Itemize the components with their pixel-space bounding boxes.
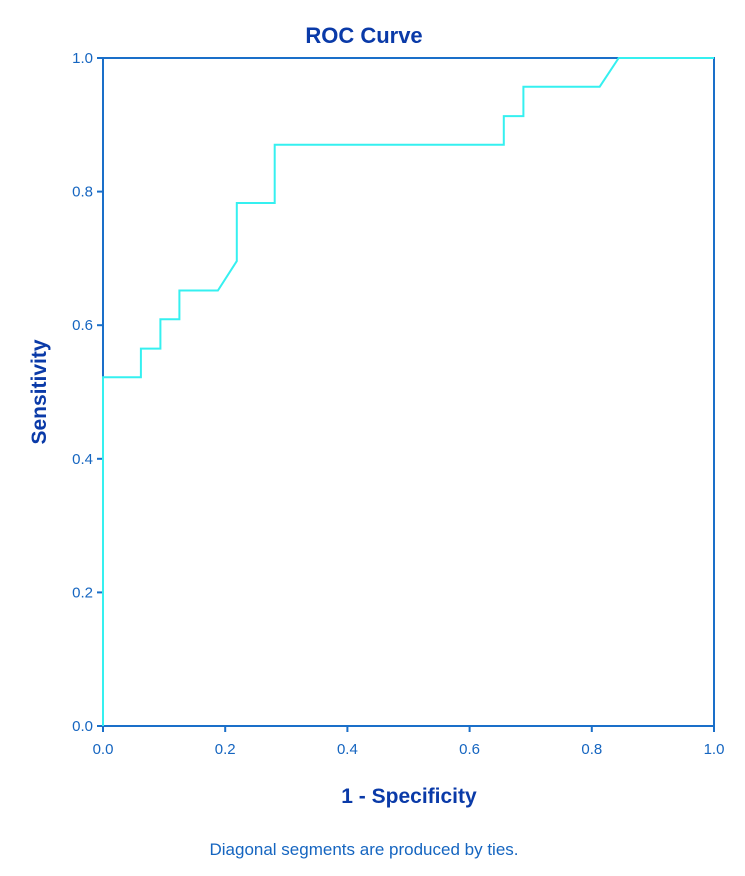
x-tick-label: 0.2 bbox=[215, 741, 236, 758]
x-tick-label: 0.6 bbox=[459, 741, 480, 758]
y-tick-label: 0.0 bbox=[72, 718, 93, 735]
y-axis-ticks: 0.0 0.2 0.4 0.6 0.8 1.0 bbox=[72, 50, 103, 735]
y-axis-label: Sensitivity bbox=[28, 339, 51, 444]
y-tick-label: 0.4 bbox=[72, 451, 93, 468]
x-tick-label: 1.0 bbox=[704, 741, 725, 758]
x-axis-ticks: 0.0 0.2 0.4 0.6 0.8 1.0 bbox=[93, 726, 725, 758]
chart-title: ROC Curve bbox=[305, 23, 422, 48]
x-tick-label: 0.4 bbox=[337, 741, 358, 758]
x-axis-label: 1 - Specificity bbox=[341, 785, 477, 808]
y-tick-label: 1.0 bbox=[72, 50, 93, 67]
x-tick-label: 0.0 bbox=[93, 741, 114, 758]
y-tick-label: 0.6 bbox=[72, 317, 93, 334]
chart-footnote: Diagonal segments are produced by ties. bbox=[209, 840, 518, 859]
plot-frame bbox=[102, 57, 715, 727]
y-tick-label: 0.8 bbox=[72, 184, 93, 201]
y-tick-label: 0.2 bbox=[72, 584, 93, 601]
x-tick-label: 0.8 bbox=[581, 741, 602, 758]
roc-curve-line bbox=[102, 57, 714, 726]
